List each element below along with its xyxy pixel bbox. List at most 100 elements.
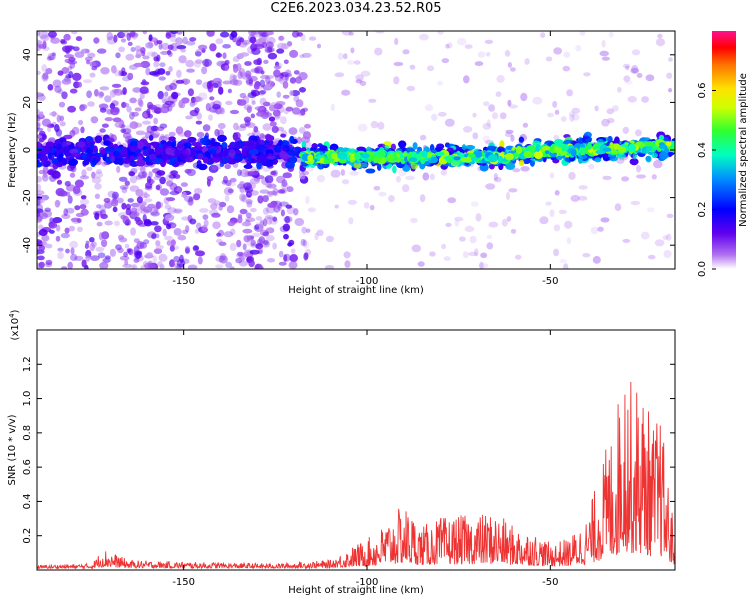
spectrogram-cell [495,91,502,97]
spectrogram-cell [37,232,41,237]
spectrogram-cell [236,253,244,258]
spectrogram-cell [262,231,269,237]
spectrogram-cell [142,112,148,118]
spectrogram-cell [393,76,400,85]
spectrogram-cell [37,197,41,206]
spectrogram-cell [496,75,505,83]
spectrogram-cell [229,73,235,79]
spectrogram-cell [295,99,304,108]
spectrogram-cell [180,182,188,187]
spectrogram-cell [436,143,445,150]
spectrogram-cell [202,58,213,67]
spectrogram-cell [594,157,602,163]
spectrogram-cell [608,31,614,38]
spectrogram-cell [282,172,292,179]
spectrogram-cell [153,175,164,181]
spectrogram-cell [440,169,448,176]
spectrogram-cell [48,55,55,61]
spectrogram-cell [37,121,42,127]
spectrogram-cell [116,197,124,204]
spectrogram-cell [569,114,575,122]
spectrogram-cell [545,56,553,62]
spectrogram-cell [37,190,45,196]
spectrogram-cell [262,101,271,107]
spectrogram-cell [444,118,455,127]
spectrogram-cell [130,202,141,208]
spectrogram-cell [239,208,248,215]
spectrogram-cell [146,108,151,116]
spectrogram-cell [493,173,498,181]
spectrogram-cell [510,67,516,72]
spectrogram-cell [294,146,300,151]
spectrogram-cell [139,93,145,99]
spectrogram-cell [135,130,146,136]
spectrogram-cell [374,47,383,56]
spectrogram-cell [135,219,143,226]
spectrogram-cell [248,149,259,155]
spectrogram-cell [155,201,161,210]
spectrogram-cell [74,205,81,211]
spectrogram-cell [285,204,293,209]
spectrogram-cell [267,52,278,60]
spectrogram-cell [647,254,656,260]
spectrogram-cell [99,204,106,213]
spectrogram-cell [210,138,216,146]
spectrogram-cell [194,107,200,114]
spectrogram-cell [590,226,599,235]
spectrogram-cell [552,100,558,108]
spectrogram-cell [262,123,272,131]
spectrogram-cell [549,209,555,218]
spectrogram-cell [241,149,246,156]
spectrogram-cell [293,95,300,102]
spectrogram-cell [253,59,262,65]
spectrogram-cell [284,73,289,82]
spectrogram-cell [129,111,135,120]
spectrogram-cell [229,78,239,86]
spectrogram-cell [350,47,355,54]
spectrogram-cell [405,175,416,181]
spectrogram-cell [186,40,196,46]
spectrogram-cell [348,31,354,36]
spectrogram-cell [259,89,267,95]
spectrogram-cell [558,209,567,214]
spectrogram-cell [239,71,247,78]
spectrogram-cell [286,186,294,193]
spectrogram-cell [281,43,289,50]
spectrogram-cell [262,218,268,227]
spectrogram-cell [91,66,98,71]
spectrogram-cell [106,32,114,41]
spectrogram-cell [287,242,293,247]
spectrogram-cell [131,211,140,218]
spectrogram-cell [89,242,95,252]
spectrogram-cell [98,103,109,109]
spectrogram-cell [272,109,281,117]
spectrogram-cell [219,151,229,157]
spectrogram-cell [143,191,148,199]
spectrogram-cell [165,32,172,39]
spectrogram-cell [206,31,215,37]
spectrogram-cell [654,239,665,247]
spectrogram-cell [264,175,274,184]
spectrogram-cell [79,198,90,205]
spectrogram-cell [343,53,348,60]
spectrogram-cell [210,202,218,210]
spectrogram-cell [334,204,339,209]
spectrogram-cell [248,31,257,36]
spectrogram-cell [126,32,132,41]
spectrogram-cell [125,203,132,210]
spectrogram-cell [259,195,269,203]
spectrogram-cell [288,261,298,269]
spectrogram-cell [78,119,84,126]
spectrogram-cell [155,201,164,209]
spectrogram-cell [112,117,122,123]
spectrogram-cell [142,55,150,60]
spectrogram-cell [601,118,610,127]
spectrogram-cell [344,260,351,268]
spectrogram-cell [67,195,73,204]
spectrogram-cell [341,179,350,185]
spectrogram-cell [101,123,109,128]
spectrogram-cell [518,136,525,143]
spectrogram-cell [274,115,281,121]
spectrogram-cell [472,132,479,140]
spectrogram-cell [67,105,76,113]
